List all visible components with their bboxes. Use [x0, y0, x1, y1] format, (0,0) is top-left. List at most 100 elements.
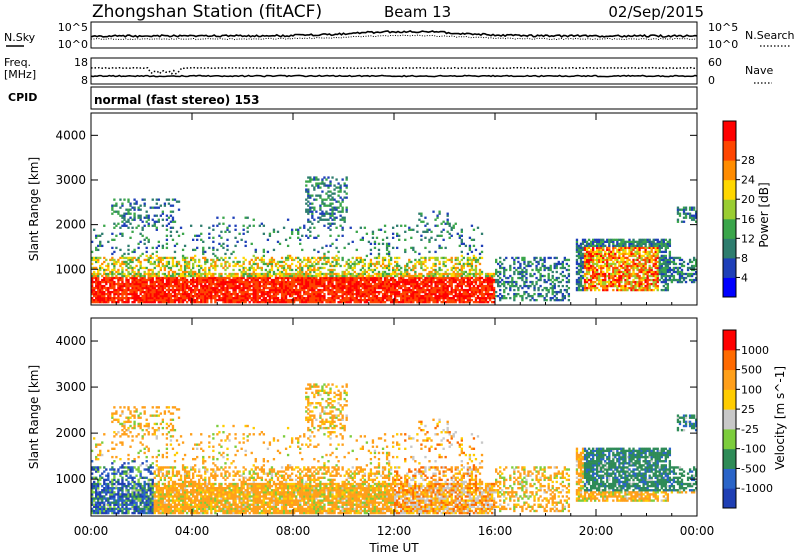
power-cell [468, 268, 472, 272]
power-cell [507, 282, 510, 286]
power-cell [448, 292, 451, 296]
power-cell [280, 270, 284, 274]
power-cell [242, 280, 245, 284]
power-cell [123, 282, 126, 286]
power-cell [167, 216, 171, 219]
power-cell [466, 252, 470, 256]
power-cell [210, 282, 213, 286]
power-cell [305, 264, 308, 268]
power-cell [468, 288, 472, 292]
power-cell [333, 192, 336, 195]
power-cell [398, 284, 401, 288]
power-cell [192, 290, 195, 294]
power-cell [99, 244, 102, 248]
power-cell [230, 296, 233, 300]
power-cell [260, 258, 263, 262]
power-cell [198, 300, 201, 304]
power-cell [460, 274, 463, 278]
power-cell [575, 278, 579, 282]
power-cell [355, 294, 358, 298]
power-cell [373, 286, 377, 290]
power-cell [385, 274, 389, 278]
power-cell [315, 236, 318, 239]
power-cell [581, 240, 585, 244]
power-cell [337, 186, 340, 189]
power-cell [133, 298, 136, 302]
power-cell [127, 284, 130, 288]
power-cell [113, 260, 116, 264]
power-cell [183, 258, 187, 262]
power-cell [347, 292, 350, 296]
power-cell [242, 262, 245, 266]
power-cell [222, 300, 225, 304]
power-cell [389, 256, 393, 260]
power-cell [153, 224, 156, 227]
power-cell [179, 266, 183, 270]
power-cell [200, 300, 203, 304]
power-cell [444, 272, 447, 276]
power-cell [301, 294, 304, 298]
power-cell [187, 270, 191, 274]
power-cell [145, 292, 148, 296]
power-cell [143, 266, 146, 270]
power-cell [434, 264, 437, 268]
power-cell [163, 204, 167, 207]
power-cell [272, 260, 276, 264]
power-cell [404, 286, 407, 290]
power-cell [361, 266, 364, 270]
power-cell [408, 276, 411, 280]
power-cell [181, 298, 185, 302]
power-cell [149, 292, 152, 296]
power-cell [246, 274, 249, 278]
power-cell [579, 242, 583, 246]
power-cell [234, 236, 237, 239]
power-cell [252, 296, 255, 300]
power-cell [587, 284, 591, 288]
power-cell [454, 288, 457, 292]
power-cell [117, 290, 120, 294]
power-cell [335, 296, 338, 300]
power-cell [323, 286, 326, 290]
power-cell [398, 234, 401, 237]
power-cell [212, 248, 215, 252]
power-cell [175, 200, 179, 203]
power-cell [424, 216, 427, 219]
power-cell [444, 276, 447, 280]
power-cell [189, 296, 193, 300]
power-cell [256, 288, 259, 292]
power-cell [157, 296, 160, 300]
power-cell [264, 280, 268, 284]
power-cell [129, 202, 132, 205]
power-cell [434, 276, 437, 280]
power-cell [208, 266, 211, 270]
power-cell [224, 268, 227, 272]
power-cell [175, 294, 179, 298]
power-cell [246, 288, 249, 292]
power-cell [484, 286, 488, 290]
power-cell [307, 220, 310, 223]
power-cell [319, 270, 322, 274]
power-cell [396, 232, 399, 235]
power-cell [337, 190, 340, 193]
power-cell [420, 262, 423, 266]
power-cell [371, 298, 375, 302]
power-cell [323, 284, 326, 288]
power-cell [173, 198, 177, 201]
power-cell [563, 288, 566, 292]
power-cell [149, 262, 152, 266]
power-cell [333, 276, 336, 280]
power-cell [383, 266, 387, 270]
power-cell [173, 294, 177, 298]
power-cell [319, 182, 322, 185]
power-cell [194, 284, 197, 288]
power-cell [171, 258, 175, 262]
power-cell [600, 280, 603, 284]
power-cell [311, 290, 314, 294]
power-cell [581, 270, 585, 274]
power-cell [155, 228, 158, 231]
power-cell [416, 274, 419, 278]
power-cell [169, 292, 173, 296]
power-cell [260, 256, 263, 260]
power-cell [123, 214, 126, 217]
power-cell [252, 282, 255, 286]
